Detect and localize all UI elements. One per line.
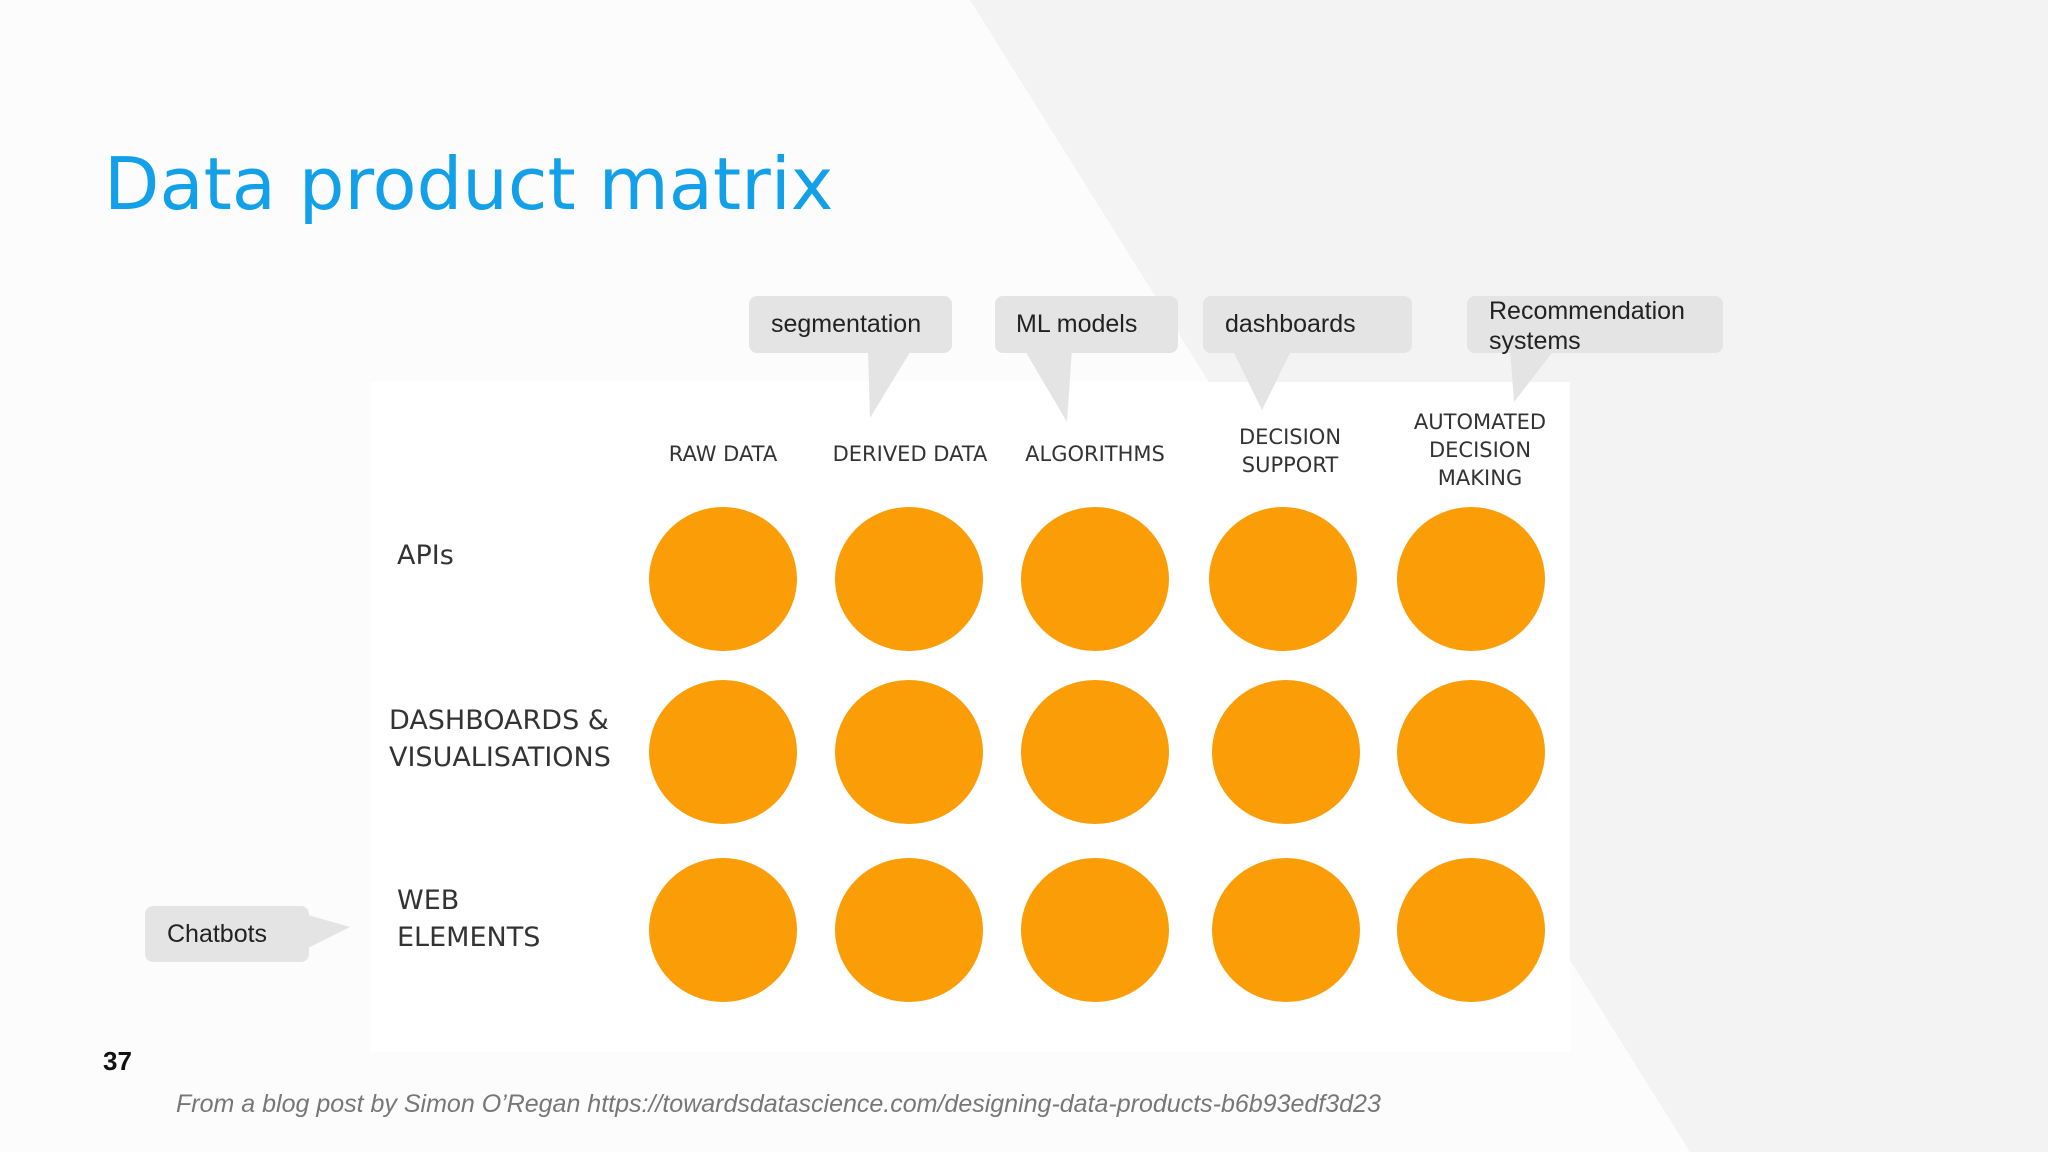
slide-title: Data product matrix (104, 142, 834, 226)
column-header-algorithms: ALGORITHMS (1025, 442, 1165, 466)
callout-recommendation-systems: Recommendation systems (1467, 296, 1723, 355)
column-header-decision-support: DECISION SUPPORT (1238, 425, 1342, 477)
matrix-dot-apis-raw-data (649, 507, 797, 651)
matrix-dot-apis-derived-data (835, 507, 983, 651)
column-header-derived-data: DERIVED DATA (832, 442, 988, 466)
matrix-dot-dashboards-automated-decision-making (1397, 680, 1545, 824)
matrix-dot-web-automated-decision-making (1397, 858, 1545, 1002)
callout-ml-models: ML models (995, 296, 1178, 353)
row-header-dashboards-visualisations: DASHBOARDS & VISUALISATIONS (389, 705, 611, 773)
matrix-dot-apis-automated-decision-making (1397, 507, 1545, 651)
matrix-dot-web-derived-data (835, 858, 983, 1002)
column-header-raw-data: RAW DATA (668, 442, 778, 466)
matrix-dot-dashboards-decision-support (1212, 680, 1360, 824)
callout-chatbots: Chatbots (145, 906, 309, 962)
matrix-dot-web-algorithms (1021, 858, 1169, 1002)
matrix-dot-dashboards-raw-data (649, 680, 797, 824)
matrix-dot-web-raw-data (649, 858, 797, 1002)
matrix-dot-dashboards-algorithms (1021, 680, 1169, 824)
matrix-dot-apis-algorithms (1021, 507, 1169, 651)
page-number: 37 (103, 1046, 132, 1076)
matrix-dot-web-decision-support (1212, 858, 1360, 1002)
source-citation: From a blog post by Simon O’Regan https:… (176, 1090, 1381, 1118)
callout-segmentation: segmentation (749, 296, 952, 353)
column-header-automated-decision-making: AUTOMATED DECISION MAKING (1413, 410, 1547, 490)
row-header-apis: APIs (397, 540, 454, 571)
matrix-dot-dashboards-derived-data (835, 680, 983, 824)
callout-dashboards: dashboards (1203, 296, 1412, 353)
matrix-dot-apis-decision-support (1209, 507, 1357, 651)
row-header-web-elements: WEB ELEMENTS (397, 885, 541, 953)
